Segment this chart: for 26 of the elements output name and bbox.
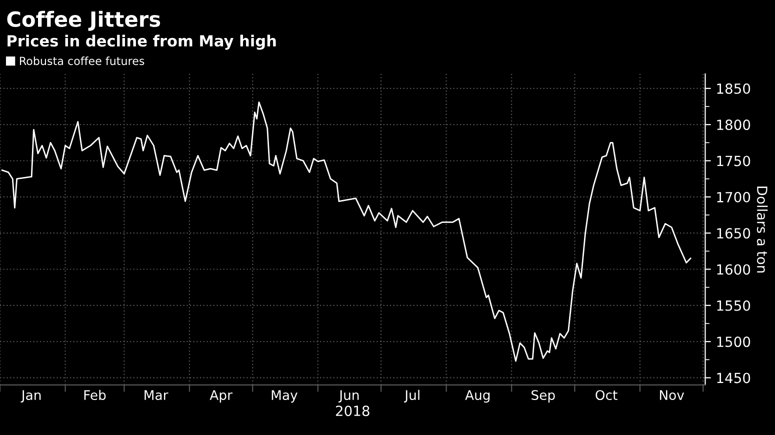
x-tick-label: Feb	[84, 390, 106, 400]
y-tick-label: 1550	[717, 300, 750, 311]
x-tick-label: Sep	[532, 390, 555, 403]
legend-label: Robusta coffee futures	[20, 56, 144, 66]
y-tick-label: 1650	[717, 228, 750, 239]
x-tick-label: Oct	[596, 390, 618, 400]
chart-title: Coffee Jitters	[7, 10, 160, 31]
x-tick-label: Jan	[20, 390, 41, 403]
x-tick-label: Apr	[210, 390, 232, 403]
y-tick-label: 1700	[717, 192, 750, 202]
y-tick-label: 1800	[717, 120, 750, 130]
y-tick-label: 1600	[717, 264, 750, 275]
line-series	[1, 101, 692, 362]
x-tick-label: Jun	[338, 390, 359, 403]
y-tick-label: 1450	[717, 372, 750, 384]
x-tick-label: Nov	[660, 390, 684, 400]
y-axis-title: Dollars a ton	[756, 186, 768, 273]
y-tick-label: 1500	[717, 336, 750, 348]
x-tick-label: Jul	[404, 390, 420, 403]
x-axis-title: 2018	[336, 406, 370, 416]
x-tick-label: Mar	[144, 390, 168, 400]
y-tick-label: 1850	[717, 83, 750, 94]
x-tick-label: Aug	[465, 390, 490, 403]
x-tick-label: May	[272, 390, 298, 403]
chart-subtitle: Prices in decline from May high	[8, 34, 276, 50]
y-tick-label: 1750	[717, 156, 750, 166]
